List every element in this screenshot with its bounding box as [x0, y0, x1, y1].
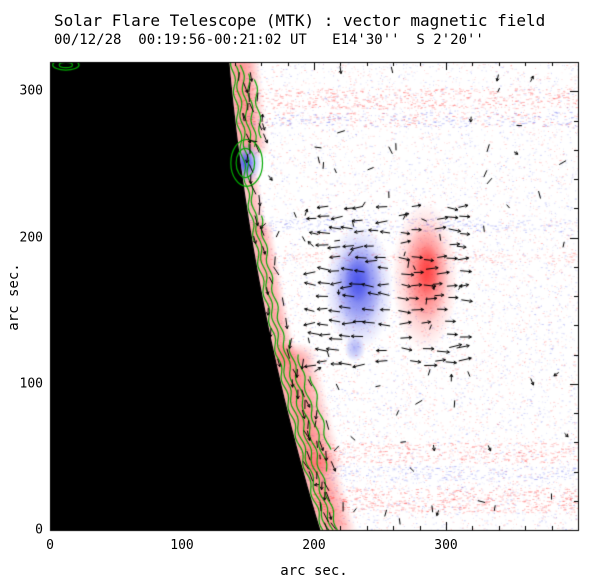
x-tick-label: 300 — [434, 538, 458, 553]
y-axis-label: arc sec. — [6, 263, 22, 331]
x-tick-label: 100 — [170, 538, 194, 553]
y-tick-label: 100 — [19, 376, 43, 392]
y-tick-label: 300 — [19, 83, 43, 99]
x-tick-label: 200 — [302, 538, 326, 553]
plot-subtitle: 00/12/28 00:19:56-00:21:02 UT E14'30'' S… — [54, 32, 484, 48]
x-tick-label: 0 — [46, 538, 54, 553]
x-axis-label: arc sec. — [280, 563, 348, 579]
y-tick-label: 0 — [35, 522, 43, 538]
plot-title: Solar Flare Telescope (MTK) : vector mag… — [54, 11, 546, 30]
y-tick-label: 200 — [19, 230, 43, 245]
